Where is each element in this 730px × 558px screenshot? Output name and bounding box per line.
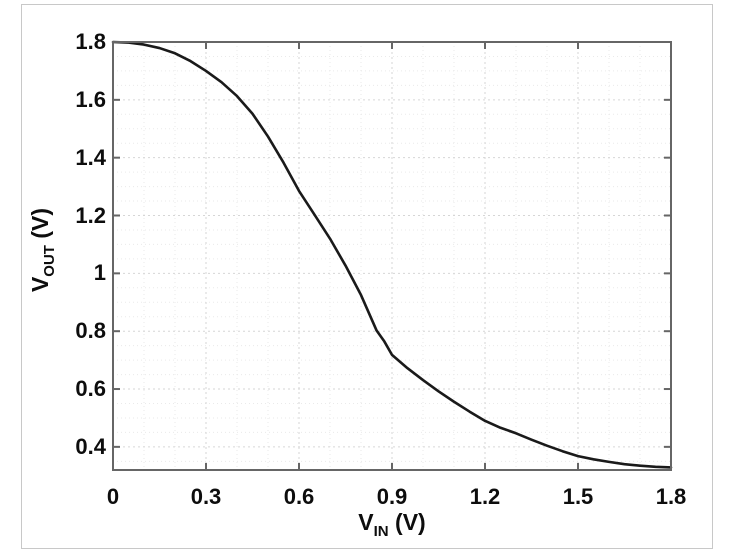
y-tick-label: 1.2 <box>75 202 106 228</box>
y-tick-label: 0.8 <box>75 318 106 344</box>
axes-box <box>112 41 672 471</box>
y-axis-label-subscript: OUT <box>41 245 58 277</box>
x-tick-label: 0.9 <box>376 484 408 509</box>
x-tick-label: 1.8 <box>655 484 687 509</box>
figure-frame <box>21 4 713 549</box>
x-tick-label: 1.5 <box>562 484 594 509</box>
y-tick-label: 1.8 <box>75 29 106 54</box>
x-axis-label-base: V <box>358 509 374 535</box>
x-tick-label: 0 <box>106 484 120 509</box>
y-tick-label: 1 <box>93 260 106 286</box>
tick-marks <box>112 41 672 470</box>
x-tick-label: 1.2 <box>469 484 501 509</box>
y-axis-label-base: V <box>27 276 53 293</box>
x-axis-label-unit: (V) <box>388 509 426 535</box>
x-axis-label: VIN (V) <box>358 509 426 540</box>
x-axis-label-subscript: IN <box>373 523 389 540</box>
minor-gridlines <box>113 42 671 470</box>
y-axis-label-unit: (V) <box>27 207 53 246</box>
y-tick-label: 1.4 <box>75 144 106 170</box>
y-tick-label: 1.6 <box>75 86 106 112</box>
vtc-curve <box>111 40 673 469</box>
x-tick-label: 0.3 <box>190 484 222 509</box>
x-tick-label: 0.6 <box>283 484 315 509</box>
major-gridlines <box>113 42 671 470</box>
y-axis-label: VOUT (V) <box>27 207 58 293</box>
y-tick-label: 0.6 <box>75 376 106 402</box>
y-tick-label: 0.4 <box>75 433 106 459</box>
